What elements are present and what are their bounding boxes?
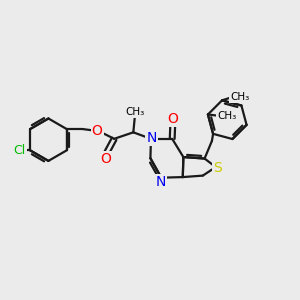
Text: O: O	[167, 112, 178, 126]
Text: CH₃: CH₃	[217, 111, 236, 121]
Text: CH₃: CH₃	[230, 92, 249, 102]
Text: N: N	[155, 175, 166, 189]
Text: Cl: Cl	[13, 144, 26, 157]
Text: CH₃: CH₃	[125, 107, 144, 117]
Text: S: S	[213, 161, 222, 175]
Text: O: O	[100, 152, 111, 167]
Text: N: N	[146, 131, 157, 145]
Text: O: O	[92, 124, 103, 138]
